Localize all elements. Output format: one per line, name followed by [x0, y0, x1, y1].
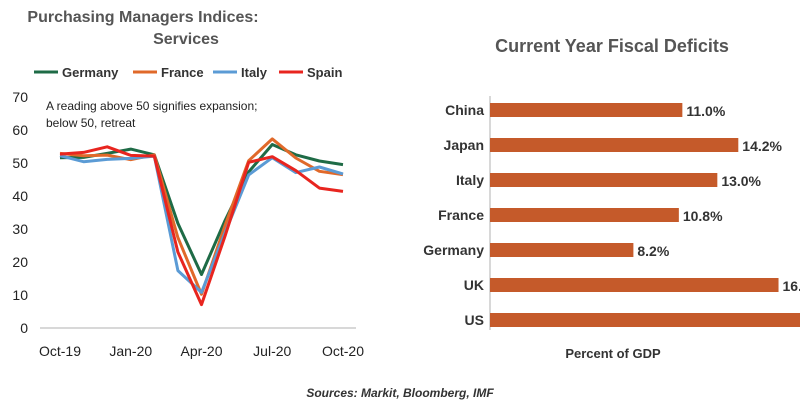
series-line-spain [59, 145, 344, 307]
y-tick-label: 20 [12, 254, 28, 270]
value-label-germany: 8.2% [637, 243, 669, 259]
legend-item-france: France [133, 65, 204, 80]
series-line-france [59, 137, 344, 296]
x-axis-label: Percent of GDP [565, 346, 661, 361]
x-tick-label: Apr-20 [180, 343, 222, 359]
legend-label: Italy [241, 65, 268, 80]
legend-label: Germany [62, 65, 119, 80]
bar-italy [490, 173, 718, 187]
bar-japan [490, 138, 739, 152]
series-line-italy [59, 154, 344, 294]
category-label-china: China [445, 102, 484, 118]
annotation-line-2: below 50, retreat [46, 116, 136, 130]
y-tick-label: 40 [12, 188, 28, 204]
x-tick-label: Oct-19 [39, 343, 81, 359]
x-tick-label: Oct-20 [322, 343, 364, 359]
category-label-us: US [465, 312, 484, 328]
bar-france [490, 208, 679, 222]
bar-china [490, 103, 683, 117]
y-tick-label: 10 [12, 287, 28, 303]
category-label-france: France [438, 207, 484, 223]
series-lines [59, 137, 344, 307]
chart-title: Current Year Fiscal Deficits [495, 36, 729, 56]
legend-label: Spain [307, 65, 342, 80]
y-tick-label: 50 [12, 155, 28, 171]
value-label-uk: 16.5% [783, 278, 800, 294]
bar-germany [490, 243, 634, 257]
bar-uk [490, 278, 779, 292]
series-line-germany [59, 143, 344, 276]
pmi-line-chart-svg: Purchasing Managers Indices: Services Ge… [12, 9, 364, 359]
legend-item-germany: Germany [34, 65, 119, 80]
source-note: Sources: Markit, Bloomberg, IMF [306, 386, 494, 400]
category-label-italy: Italy [456, 172, 484, 188]
deficit-bar-chart: Current Year Fiscal Deficits China 11.0% J… [400, 0, 800, 380]
x-tick-label: Jan-20 [109, 343, 152, 359]
pmi-line-chart: Purchasing Managers Indices: Services Ge… [0, 0, 400, 380]
value-label-italy: 13.0% [721, 173, 761, 189]
x-tick-label: Jul-20 [253, 343, 291, 359]
x-axis: Oct-19 Jan-20 Apr-20 Jul-20 Oct-20 [39, 343, 364, 359]
value-label-france: 10.8% [683, 208, 723, 224]
bar-us [490, 313, 800, 327]
legend: Germany France Italy Spain [34, 65, 342, 80]
legend-label: France [161, 65, 204, 80]
y-tick-label: 30 [12, 221, 28, 237]
legend-item-italy: Italy [213, 65, 268, 80]
value-label-japan: 14.2% [742, 138, 782, 154]
category-label-uk: UK [464, 277, 484, 293]
y-tick-label: 0 [20, 320, 28, 336]
legend-item-spain: Spain [279, 65, 342, 80]
deficit-bar-chart-svg: Current Year Fiscal Deficits China 11.0% J… [423, 36, 800, 361]
category-label-germany: Germany [423, 242, 484, 258]
annotation-line-1: A reading above 50 signifies expansion; [46, 99, 257, 113]
y-tick-label: 60 [12, 122, 28, 138]
chart-title: Purchasing Managers Indices: [27, 9, 258, 26]
chart-subtitle: Services [153, 31, 219, 48]
y-axis: 0 10 20 30 40 50 60 70 [12, 89, 28, 336]
bars: China 11.0% Japan 14.2% Italy 13.0% France 10.8… [423, 96, 800, 330]
value-label-china: 11.0% [686, 103, 725, 119]
y-tick-label: 70 [12, 89, 28, 105]
category-label-japan: Japan [444, 137, 484, 153]
